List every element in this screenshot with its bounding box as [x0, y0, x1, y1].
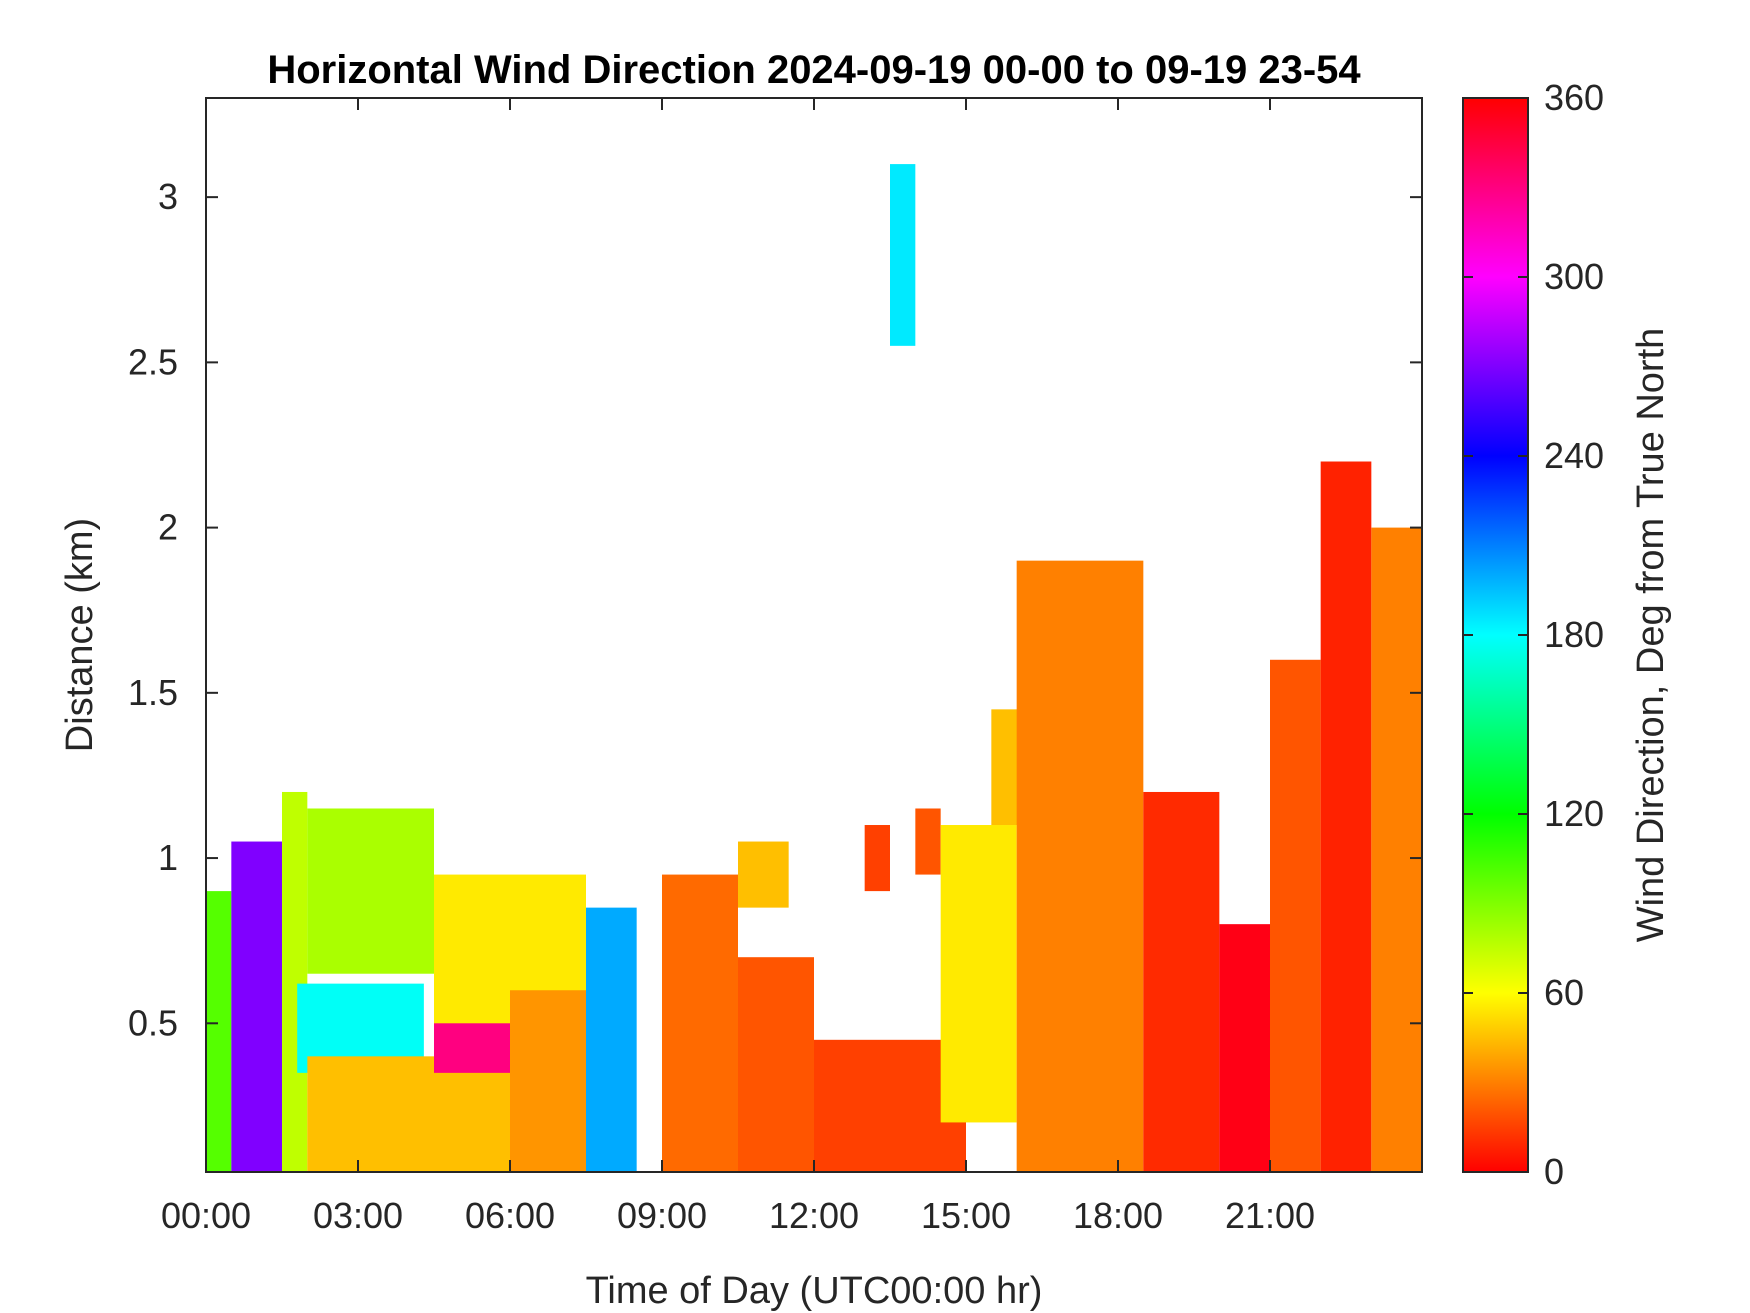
x-axis-ticks: 00:00 03:00 06:00 09:00 12:00 15:00 18:00 21:00: [161, 98, 1315, 1236]
y-tick-label: 2.5: [128, 341, 178, 382]
heatmap-cell-0: [206, 891, 232, 1172]
colorbar-tick-label: 240: [1544, 435, 1604, 476]
chart-title: Horizontal Wind Direction 2024-09-19 00-…: [267, 48, 1361, 92]
x-tick-label: 00:00: [161, 1195, 251, 1236]
heatmap-cell-23: [1320, 461, 1372, 1172]
colorbar-tick-label: 0: [1544, 1151, 1564, 1192]
heatmap-cell-2: [282, 791, 308, 1172]
x-tick-label: 12:00: [769, 1195, 859, 1236]
y-axis-label: Distance (km): [59, 518, 101, 752]
heatmap-cell-11: [738, 957, 814, 1172]
heatmap-cell-5: [307, 1056, 510, 1172]
y-tick-label: 1: [158, 837, 178, 878]
colorbar-tick-label: 180: [1544, 614, 1604, 655]
x-tick-label: 03:00: [313, 1195, 403, 1236]
colorbar-tick-label: 60: [1544, 972, 1584, 1013]
heatmap-cell-1: [231, 841, 282, 1172]
heatmap-cell-15: [890, 164, 916, 346]
heatmap-cell-22: [1270, 659, 1321, 1172]
heatmap-cell-19: [1016, 560, 1144, 1172]
x-tick-label: 21:00: [1225, 1195, 1315, 1236]
heatmap-cell-21: [1219, 924, 1270, 1172]
colorbar-tick-label: 120: [1544, 793, 1604, 834]
colorbar-ticks: 0 60 120 180 240 300 360: [1463, 77, 1604, 1192]
heatmap-cell-3: [307, 808, 434, 974]
y-tick-label: 3: [158, 176, 178, 217]
heatmap-cell-17: [940, 825, 1017, 1123]
y-tick-label: 0.5: [128, 1002, 178, 1043]
x-axis-label: Time of Day (UTC00:00 hr): [586, 1270, 1043, 1312]
heatmap-cell-14: [864, 825, 890, 892]
x-tick-label: 18:00: [1073, 1195, 1163, 1236]
colorbar-tick-label: 300: [1544, 256, 1604, 297]
heatmap-cell-8: [510, 990, 586, 1172]
colorbar-tick-label: 360: [1544, 77, 1604, 118]
heatmap-cell-24: [1371, 527, 1422, 1172]
x-tick-label: 15:00: [921, 1195, 1011, 1236]
x-tick-label: 06:00: [465, 1195, 555, 1236]
x-tick-label: 09:00: [617, 1195, 707, 1236]
colorbar-label: Wind Direction, Deg from True North: [1630, 328, 1672, 943]
heatmap-cell-9: [586, 907, 637, 1172]
colorbar: [1462, 97, 1529, 1173]
heatmap-cells: [206, 164, 1422, 1172]
heatmap-cell-16: [915, 808, 941, 875]
y-axis-ticks: 0.5 1 1.5 2 2.5 3: [128, 176, 1422, 1043]
heatmap-cell-10: [662, 874, 738, 1172]
heatmap-cell-20: [1143, 791, 1220, 1172]
heatmap-cell-12: [738, 841, 789, 908]
y-tick-label: 2: [158, 507, 178, 548]
y-tick-label: 1.5: [128, 672, 178, 713]
